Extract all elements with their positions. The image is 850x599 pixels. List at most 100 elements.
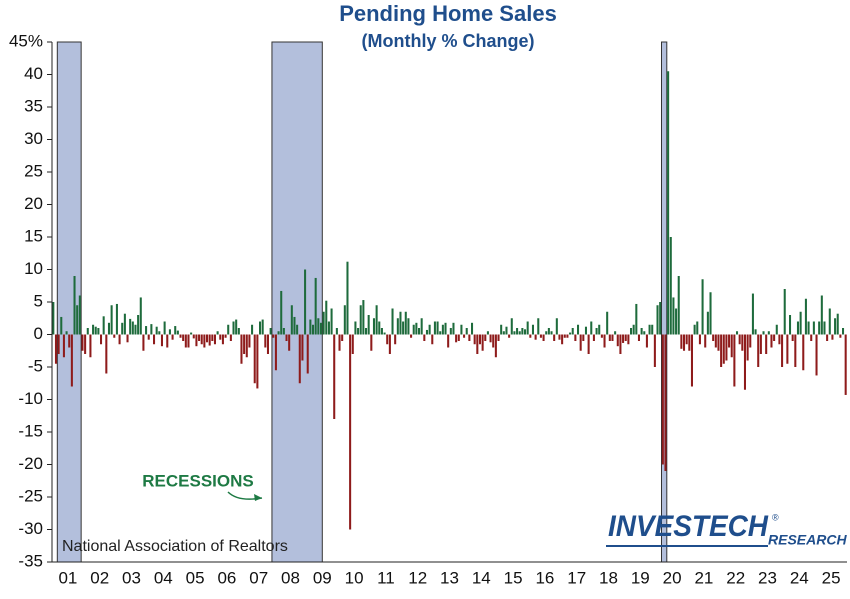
bar bbox=[486, 331, 489, 335]
y-tick-label: 35 bbox=[24, 96, 43, 115]
bar bbox=[555, 318, 558, 335]
bar bbox=[783, 289, 786, 335]
bar bbox=[123, 313, 126, 335]
bar bbox=[616, 334, 619, 347]
bar bbox=[584, 326, 587, 335]
bar bbox=[330, 308, 333, 335]
x-tick-label: 23 bbox=[758, 568, 777, 587]
bar bbox=[492, 334, 495, 348]
bar bbox=[333, 334, 336, 419]
bar bbox=[86, 328, 89, 335]
bar bbox=[396, 318, 399, 335]
x-tick-label: 10 bbox=[345, 568, 364, 587]
bar bbox=[418, 328, 421, 335]
bar bbox=[365, 328, 368, 335]
bar bbox=[449, 328, 452, 335]
bar bbox=[457, 334, 460, 341]
bar bbox=[425, 329, 428, 335]
bar bbox=[627, 334, 630, 345]
bar bbox=[65, 331, 68, 335]
bar bbox=[759, 334, 762, 354]
bar bbox=[126, 334, 129, 343]
bar bbox=[256, 334, 259, 389]
bar bbox=[611, 334, 614, 341]
bar bbox=[232, 321, 235, 335]
y-tick-label: -20 bbox=[18, 454, 43, 473]
bar bbox=[163, 321, 166, 335]
y-tick-label: 0 bbox=[34, 324, 43, 343]
bar bbox=[349, 334, 352, 530]
y-tick-label: 45% bbox=[9, 31, 43, 50]
bar bbox=[444, 322, 447, 335]
bar bbox=[259, 321, 262, 335]
bar bbox=[643, 331, 646, 335]
bar bbox=[386, 334, 389, 345]
bar bbox=[84, 334, 87, 354]
bar bbox=[518, 331, 521, 335]
bar bbox=[802, 334, 805, 371]
bar bbox=[272, 334, 275, 338]
bar bbox=[651, 324, 654, 335]
bar bbox=[757, 334, 760, 367]
bar bbox=[102, 316, 105, 335]
bar bbox=[216, 331, 219, 335]
bar bbox=[590, 321, 593, 335]
bar bbox=[547, 328, 550, 335]
bar bbox=[672, 297, 675, 335]
bar bbox=[778, 334, 781, 345]
bar bbox=[653, 334, 656, 367]
bar bbox=[129, 318, 132, 335]
recession-band bbox=[56, 41, 82, 563]
x-tick-label: 06 bbox=[217, 568, 236, 587]
bar bbox=[571, 328, 574, 335]
bar bbox=[775, 324, 778, 335]
bar bbox=[669, 237, 672, 335]
bar bbox=[746, 334, 749, 361]
bar bbox=[338, 334, 341, 351]
bar bbox=[720, 334, 723, 367]
bar bbox=[404, 311, 407, 335]
bar bbox=[680, 334, 683, 349]
bar bbox=[563, 334, 566, 338]
bar bbox=[659, 302, 662, 335]
bar bbox=[219, 334, 222, 340]
bar bbox=[362, 300, 365, 335]
bar bbox=[558, 334, 561, 340]
bar bbox=[569, 332, 572, 335]
bar bbox=[341, 334, 344, 341]
x-tick-label: 24 bbox=[790, 568, 809, 587]
bar bbox=[402, 321, 405, 335]
bar bbox=[513, 331, 516, 335]
bar bbox=[508, 334, 511, 338]
y-tick-label: -30 bbox=[18, 519, 43, 538]
bar bbox=[765, 334, 768, 354]
x-tick-label: 18 bbox=[599, 568, 618, 587]
bar bbox=[94, 326, 97, 335]
bar bbox=[770, 334, 773, 348]
bar bbox=[423, 334, 426, 341]
bar bbox=[153, 334, 156, 345]
bar bbox=[592, 334, 595, 341]
logo-name: INVESTECH bbox=[608, 510, 769, 543]
bar bbox=[57, 334, 60, 354]
bar bbox=[619, 334, 622, 354]
bar bbox=[370, 334, 373, 351]
bar bbox=[142, 334, 145, 351]
bar bbox=[309, 319, 312, 335]
bar bbox=[322, 311, 325, 335]
bar bbox=[696, 321, 699, 335]
bar bbox=[52, 302, 55, 335]
bar bbox=[107, 322, 110, 335]
x-tick-label: 16 bbox=[535, 568, 554, 587]
bar bbox=[343, 305, 346, 335]
bar bbox=[531, 324, 534, 335]
x-tick-label: 12 bbox=[408, 568, 427, 587]
y-tick-label: 5 bbox=[34, 291, 43, 310]
y-tick-label: 40 bbox=[24, 64, 43, 83]
bar bbox=[290, 305, 293, 335]
bar bbox=[261, 319, 264, 335]
bar bbox=[476, 334, 479, 354]
bar bbox=[293, 316, 296, 335]
y-tick-label: -10 bbox=[18, 389, 43, 408]
x-tick-label: 09 bbox=[313, 568, 332, 587]
